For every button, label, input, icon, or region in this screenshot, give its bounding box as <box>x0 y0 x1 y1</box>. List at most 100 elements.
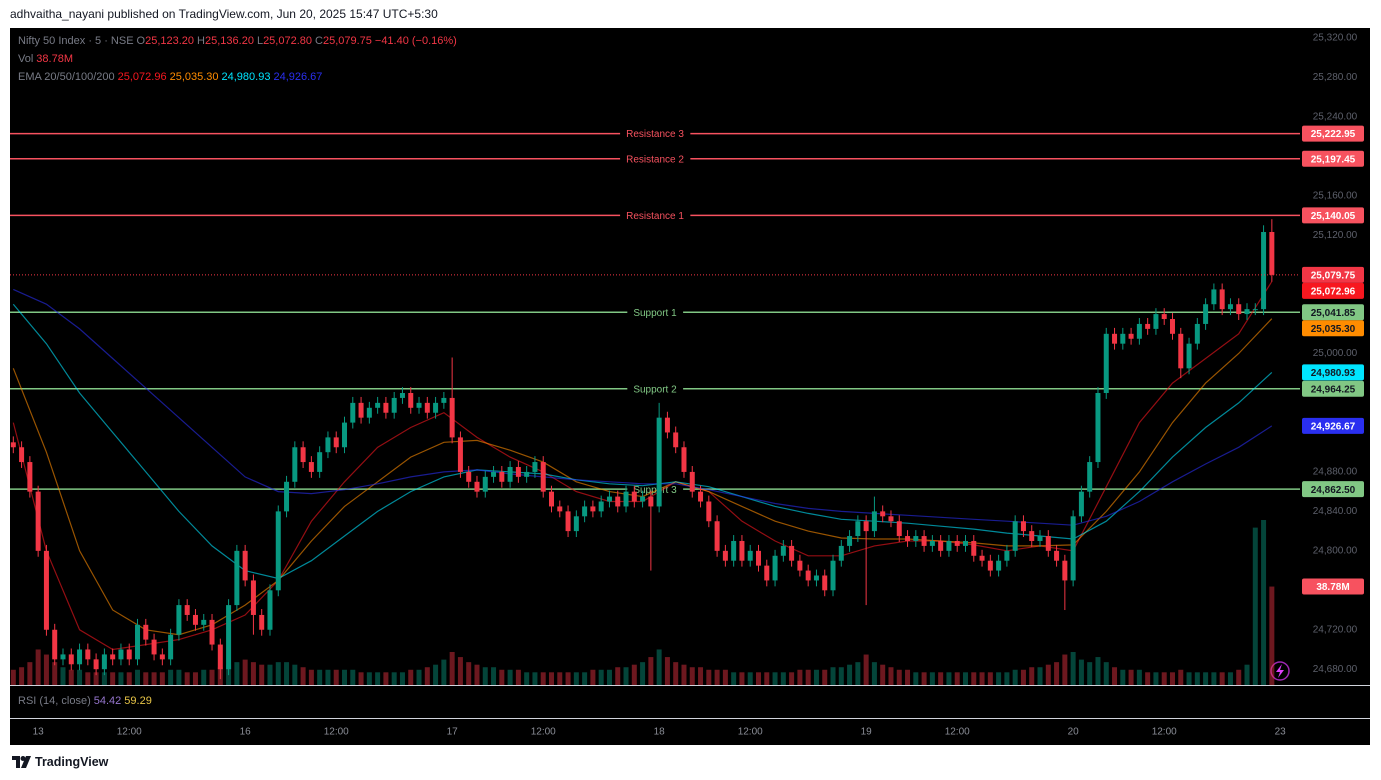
volume-bar <box>52 662 58 685</box>
candle-body <box>1211 289 1217 305</box>
volume-legend: Vol 38.78M <box>18 52 76 66</box>
candle-body <box>1029 531 1035 541</box>
price-badge <box>1302 304 1364 321</box>
candle-body <box>358 402 364 418</box>
candle-body <box>383 402 389 413</box>
candle-body <box>549 491 555 507</box>
ema-value: 24,926.67 <box>273 71 323 83</box>
volume-bar <box>962 672 968 685</box>
candle-body <box>143 624 149 640</box>
candle-body <box>996 560 1002 571</box>
y-tick-label: 25,120.00 <box>1313 230 1358 241</box>
volume-bar <box>507 669 513 685</box>
level-label: Resistance 3 <box>626 129 684 140</box>
volume-bar <box>250 662 256 685</box>
candle-body <box>789 545 795 561</box>
candle-body <box>921 536 927 546</box>
candle-body <box>201 619 207 625</box>
level-label-bg <box>627 306 684 320</box>
volume-bar <box>1029 667 1035 685</box>
volume-bar <box>1236 669 1242 685</box>
emas-layer <box>12 281 1273 651</box>
candle-body <box>399 393 405 398</box>
candle-body <box>1020 521 1026 532</box>
volume-bar <box>201 669 207 685</box>
volume-bar <box>151 672 157 685</box>
candle-body <box>1169 319 1175 334</box>
price-badge-label: 25,035.30 <box>1311 324 1356 335</box>
candle-body <box>582 506 588 517</box>
price-badge <box>1302 578 1364 595</box>
candle-body <box>308 462 314 472</box>
candle-body <box>226 605 232 670</box>
volume-bar <box>27 662 33 685</box>
y-tick-label: 25,000.00 <box>1313 348 1358 359</box>
volume-bar <box>77 669 83 685</box>
rsi-value: 59.29 <box>124 695 152 707</box>
candle-body <box>93 659 99 670</box>
candle-body <box>342 422 348 448</box>
volume-bar <box>888 667 894 685</box>
volume-bar <box>615 667 621 685</box>
volume-bar <box>1186 672 1192 685</box>
candle-body <box>1236 304 1242 315</box>
price-badge-label: 38.78M <box>1316 582 1349 593</box>
ohlc-value: 25,079.75 <box>322 35 372 47</box>
candle-body <box>1252 309 1258 311</box>
candle-body <box>192 614 198 625</box>
price-badge <box>1302 266 1364 283</box>
candle-body <box>35 491 41 551</box>
candle-body <box>929 540 935 546</box>
volume-bar <box>822 669 828 685</box>
candle-body <box>424 402 430 413</box>
volume-bar <box>93 672 99 685</box>
volume-bar <box>1120 669 1126 685</box>
candle-body <box>615 496 621 507</box>
volume-bar <box>557 672 563 685</box>
volume-bar <box>532 672 538 685</box>
volume-bar <box>1161 672 1167 685</box>
candle-body <box>267 590 273 630</box>
volume-bar <box>1252 527 1258 685</box>
level-label-bg <box>620 210 691 224</box>
price-badge-label: 25,140.05 <box>1311 211 1356 222</box>
candle-body <box>234 550 240 606</box>
volume-bar <box>159 672 165 685</box>
candle-body <box>1161 314 1167 320</box>
candle-body <box>1004 550 1010 561</box>
y-tick-label: 25,160.00 <box>1313 190 1358 201</box>
logo <box>12 756 31 768</box>
volume-bar <box>648 657 654 685</box>
candle-body <box>275 511 281 591</box>
price-badge <box>1302 380 1364 397</box>
volume-bar <box>524 672 530 685</box>
candle-body <box>681 447 687 472</box>
price-badge-label: 24,926.67 <box>1311 422 1356 433</box>
volume-bar <box>1070 652 1076 685</box>
volume-bar <box>954 672 960 685</box>
candle-body <box>317 452 323 472</box>
volume-bar <box>391 672 397 685</box>
rsi-key: RSI (14, close) <box>18 695 91 707</box>
volume-bar <box>1227 672 1233 685</box>
volume-bar <box>491 667 497 685</box>
price-badge-label: 25,197.45 <box>1311 154 1356 165</box>
candle-body <box>1078 491 1084 517</box>
price-badge-label: 24,980.93 <box>1311 368 1356 379</box>
axis-layer: 24,680.00 24,720.00 24,800.00 24,840.00 24,8… <box>33 28 1370 738</box>
volume-bar <box>60 667 66 685</box>
y-tick-label: 24,840.00 <box>1313 506 1358 517</box>
candle-body <box>118 649 124 660</box>
level-label-bg <box>627 383 684 397</box>
volume-bar <box>871 662 877 685</box>
volume-bar <box>110 672 116 685</box>
ema-line <box>12 303 1273 580</box>
price-badge-label: 24,964.25 <box>1311 384 1356 395</box>
volume-bar <box>714 669 720 685</box>
volume-bar <box>780 672 786 685</box>
x-tick-label: 20 <box>1068 727 1080 738</box>
ohlc-key: C <box>315 35 323 47</box>
candle-body <box>640 496 646 502</box>
candle-body <box>1194 323 1200 344</box>
candle-body <box>805 570 811 581</box>
